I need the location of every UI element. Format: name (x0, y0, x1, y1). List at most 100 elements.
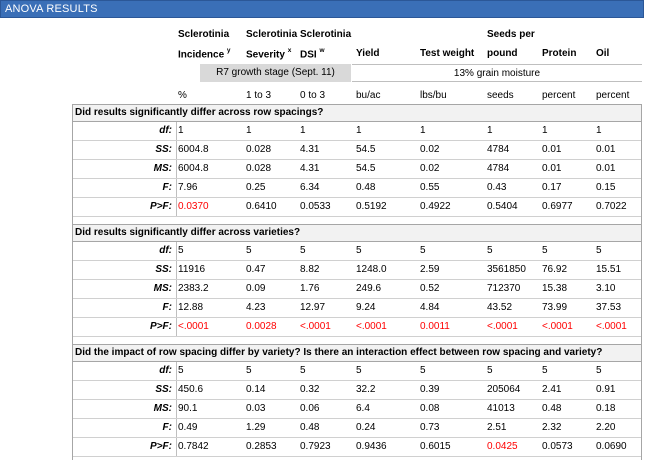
section-question: Did results significantly differ across … (72, 104, 642, 122)
column-header-label: Incidence (178, 49, 225, 61)
row-label: MS: (153, 163, 172, 174)
table-cell: 6004.8 (178, 163, 209, 174)
column-header-label: Oil (596, 48, 610, 59)
table-cell: 5 (420, 365, 426, 376)
table-row (72, 261, 642, 280)
unit-label: lbs/bu (420, 90, 447, 101)
row-label: MS: (153, 403, 172, 414)
row-label: F: (162, 182, 172, 193)
table-cell: 0.48 (542, 403, 562, 414)
table-cell: 0.6977 (542, 201, 573, 212)
table-cell: 4784 (487, 163, 510, 174)
column-header-label: Severity (246, 49, 285, 61)
table-cell: 41013 (487, 403, 515, 414)
column-header-label: Yield (356, 48, 380, 59)
table-cell: 4.84 (420, 302, 440, 313)
column-header-label: DSI (300, 49, 317, 61)
table-row (72, 299, 642, 318)
table-cell: 0.9436 (356, 441, 387, 452)
table-cell: 0.02 (420, 144, 440, 155)
significant-value: <.0001 (178, 321, 209, 332)
column-header: pound (487, 48, 518, 59)
table-cell: 0.15 (596, 182, 616, 193)
table-cell: 2.51 (487, 422, 507, 433)
table-cell: 12.97 (300, 302, 326, 313)
table-cell: 1 (178, 125, 184, 136)
label-divider (176, 362, 177, 457)
unit-label: % (178, 90, 187, 101)
significant-value: <.0001 (542, 321, 573, 332)
table-row (72, 381, 642, 400)
table-row (72, 419, 642, 438)
table-cell: 5 (356, 245, 362, 256)
table-cell: 5 (300, 365, 306, 376)
column-header-line1: Sclerotinia (178, 29, 230, 40)
table-cell: 0.028 (246, 163, 272, 174)
column-header-label: Test weight (420, 48, 475, 59)
table-cell: 90.1 (178, 403, 198, 414)
row-label: df: (159, 125, 172, 136)
table-row (72, 438, 642, 457)
table-cell: 205064 (487, 384, 521, 395)
table-row (72, 362, 642, 381)
unit-label: bu/ac (356, 90, 381, 101)
significant-value: 0.0425 (487, 441, 518, 452)
unit-label: 1 to 3 (246, 90, 272, 101)
unit-label: 0 to 3 (300, 90, 326, 101)
unit-label: percent (596, 90, 630, 101)
table-cell: 0.14 (246, 384, 266, 395)
table-cell: 2.20 (596, 422, 616, 433)
table-cell: 37.53 (596, 302, 622, 313)
table-cell: 5 (356, 365, 362, 376)
table-row (72, 280, 642, 299)
table-cell: 0.6410 (246, 201, 277, 212)
table-cell: 12.88 (178, 302, 204, 313)
table-cell: 5 (596, 245, 602, 256)
significant-value: <.0001 (300, 321, 331, 332)
column-header-label: pound (487, 48, 518, 59)
table-cell: 73.99 (542, 302, 568, 313)
table-cell: 0.48 (356, 182, 376, 193)
row-label: F: (162, 422, 172, 433)
table-row (72, 122, 642, 141)
column-header: Test weight (420, 48, 474, 59)
significant-value: 0.0011 (420, 321, 450, 332)
significant-value: 0.0370 (178, 201, 209, 212)
table-cell: 54.5 (356, 144, 376, 155)
column-header-line1: Sclerotinia (246, 29, 298, 40)
table-cell: 6.4 (356, 403, 370, 414)
footnote-marker: w (319, 47, 325, 54)
table-cell: 6004.8 (178, 144, 209, 155)
table-cell: 0.01 (542, 163, 562, 174)
column-header: Protein (542, 48, 576, 59)
footnote-marker: y (226, 47, 231, 54)
table-cell: 0.03 (246, 403, 266, 414)
table-cell: 5 (246, 245, 252, 256)
table-cell: 54.5 (356, 163, 376, 174)
table-cell: 5 (596, 365, 602, 376)
table-cell: 0.5192 (356, 201, 387, 212)
table-cell: 6.34 (300, 182, 320, 193)
table-cell: 0.01 (596, 163, 616, 174)
table-cell: 0.7022 (596, 201, 627, 212)
table-cell: 3561850 (487, 264, 526, 275)
table-cell: 0.91 (596, 384, 616, 395)
significant-value: <.0001 (487, 321, 518, 332)
table-cell: 11916 (178, 264, 206, 275)
table-row (72, 179, 642, 198)
table-cell: 76.92 (542, 264, 568, 275)
row-label: P>F: (150, 321, 172, 332)
table-cell: 0.17 (542, 182, 562, 193)
table-cell: 0.0690 (596, 441, 627, 452)
table-cell: 0.32 (300, 384, 320, 395)
table-cell: 0.5404 (487, 201, 518, 212)
table-cell: 0.2853 (246, 441, 277, 452)
table-cell: 5 (542, 365, 548, 376)
column-header-label: Protein (542, 48, 577, 59)
table-cell: 1 (246, 125, 252, 136)
table-row (72, 198, 642, 217)
table-cell: 0.49 (178, 422, 198, 433)
table-cell: 1 (356, 125, 362, 136)
table-cell: 1 (300, 125, 306, 136)
table-cell: 3.10 (596, 283, 616, 294)
